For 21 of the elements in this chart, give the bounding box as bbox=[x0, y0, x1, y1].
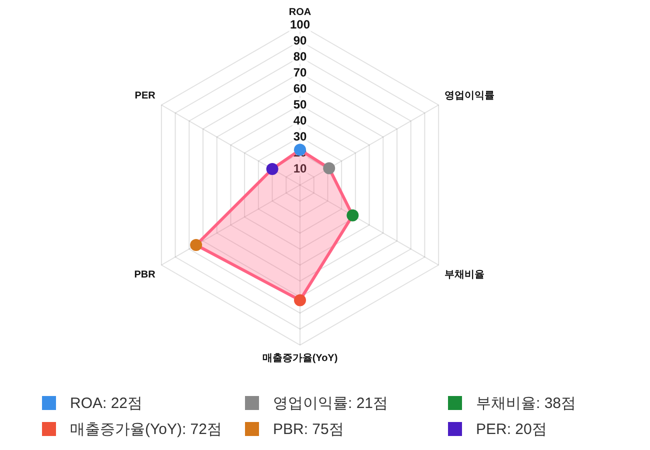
spoke-label: ROA bbox=[288, 6, 312, 18]
y-tick-label: 70 bbox=[293, 65, 307, 80]
text: ROA: 22점 bbox=[70, 394, 143, 412]
y-tick-label: 50 bbox=[293, 97, 307, 112]
text: PBR: 75점 bbox=[273, 420, 344, 438]
y-tick-label: 40 bbox=[293, 113, 307, 128]
spoke-label: 영업이익률 bbox=[444, 90, 495, 102]
text: 매출증가율(YoY): 72점 bbox=[70, 420, 222, 438]
y-tick-label: 10 bbox=[293, 161, 307, 176]
spoke-label: PBR bbox=[134, 269, 156, 280]
y-tick-label: 90 bbox=[293, 33, 307, 48]
y-tick-label: 30 bbox=[293, 129, 307, 144]
y-tick-label: 100 bbox=[290, 17, 310, 32]
text: 부채비율: 38점 bbox=[476, 394, 576, 412]
text: 영업이익률: 21점 bbox=[273, 394, 388, 412]
y-tick-label: 80 bbox=[293, 49, 307, 64]
spoke-label: 부채비율 bbox=[444, 269, 485, 280]
y-tick-label: 60 bbox=[293, 81, 307, 96]
spoke-label: PER bbox=[134, 90, 156, 102]
spoke-label: 매출증가율(YoY) bbox=[262, 352, 338, 364]
text: PER: 20점 bbox=[476, 420, 547, 438]
